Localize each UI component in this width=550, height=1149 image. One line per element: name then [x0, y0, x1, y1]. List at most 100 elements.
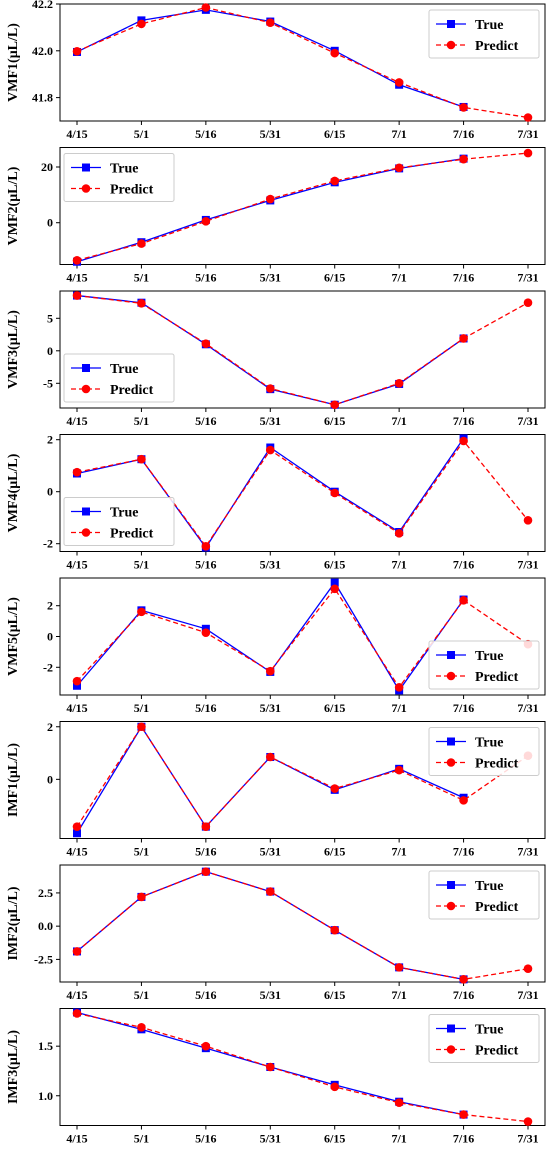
y-tick-label: 0 — [47, 485, 53, 499]
x-tick-label: 7/31 — [517, 701, 538, 715]
predict-point — [523, 113, 533, 122]
predict-point — [201, 822, 211, 831]
legend-true-label: True — [475, 1023, 504, 1038]
plot-frame — [59, 1008, 546, 1126]
legend-box — [428, 870, 540, 920]
x-tick-label: 7/16 — [453, 558, 474, 572]
predict-series-line — [76, 6, 529, 119]
y-tick-label: 5 — [47, 311, 53, 325]
legend-box — [428, 9, 540, 59]
predict-point — [201, 217, 211, 226]
legend: True Predict — [428, 870, 540, 920]
x-tick-label: 7/1 — [391, 127, 406, 141]
x-tick-label: 4/15 — [66, 1132, 87, 1146]
legend-true-marker — [447, 881, 455, 889]
legend-true-label: True — [110, 506, 139, 521]
subplot-7: 4/15 5/1 5/16 5/31 6/15 7/1 7/16 7/31 -2.5 0.0 2.5… — [6, 864, 546, 1002]
x-tick-label: 7/1 — [391, 271, 406, 285]
predict-series-line — [76, 152, 529, 261]
subplot-3: 4/15 5/1 5/16 5/31 6/15 7/1 7/16 7/31 -5 0 5 VMF3(μ… — [6, 290, 546, 428]
subplot-2: 4/15 5/1 5/16 5/31 6/15 7/1 7/16 7/31 0 20 VMF2(μL… — [6, 147, 546, 285]
predict-point — [72, 46, 82, 56]
legend-predict-marker — [446, 671, 456, 681]
legend-box — [63, 153, 175, 202]
legend-true-marker — [447, 651, 455, 659]
x-tick-label: 5/16 — [195, 701, 216, 715]
predict-series-line — [76, 439, 529, 548]
x-tick-label: 6/15 — [324, 271, 345, 285]
predict-point — [394, 963, 404, 972]
legend: True Predict — [428, 640, 540, 690]
predict-point — [265, 445, 275, 455]
predict-point — [137, 454, 146, 464]
x-tick-label: 5/16 — [195, 988, 216, 1002]
predict-point — [523, 964, 533, 974]
x-tick-label: 5/1 — [134, 988, 149, 1002]
legend-predict-marker — [81, 184, 91, 193]
y-tick-label: 0 — [47, 216, 53, 230]
predict-point — [265, 887, 275, 896]
predict-point — [137, 607, 146, 617]
legend-true-marker — [82, 364, 90, 372]
x-tick-label: 5/31 — [260, 845, 281, 859]
y-tick-label: 0 — [47, 772, 53, 786]
y-tick-label: -2 — [43, 660, 53, 674]
subplot-8: 4/15 5/1 5/16 5/31 6/15 7/1 7/16 7/31 1.0 1.5 IMF3… — [6, 1008, 546, 1146]
predict-point — [459, 596, 468, 605]
predict-point — [72, 676, 82, 686]
legend-predict-label: Predict — [475, 900, 519, 915]
legend-predict-label: Predict — [475, 670, 519, 685]
y-tick-label: 0 — [47, 344, 53, 358]
subplot-4: 4/15 5/1 5/16 5/31 6/15 7/1 7/16 7/31 -2 0 2 VMF4(μ… — [6, 433, 546, 572]
y-axis-label: IMF3(μL/L) — [6, 1030, 21, 1104]
x-tick-label: 7/31 — [517, 1132, 538, 1146]
predict-point — [137, 892, 146, 902]
legend: True Predict — [428, 1014, 540, 1063]
true-point — [73, 681, 81, 690]
subplot-6: 4/15 5/1 5/16 5/31 6/15 7/1 7/16 7/31 0 2 IMF1(μL/… — [6, 720, 546, 859]
legend-predict-marker — [446, 40, 456, 50]
legend-predict-marker — [446, 901, 456, 911]
predict-point — [394, 163, 404, 173]
predict-point — [72, 822, 82, 831]
predict-point — [523, 1117, 533, 1126]
predict-point — [523, 298, 533, 308]
x-tick-label: 5/16 — [195, 558, 216, 572]
predict-point — [137, 1023, 146, 1032]
legend-true-marker — [447, 20, 455, 28]
legend: True Predict — [428, 9, 540, 59]
x-tick-label: 7/31 — [517, 271, 538, 285]
predict-point — [137, 19, 146, 29]
x-tick-label: 5/1 — [134, 271, 149, 285]
x-tick-label: 7/1 — [391, 558, 406, 572]
x-tick-label: 7/1 — [391, 845, 406, 859]
y-axis-label: VMF4(μL/L) — [6, 453, 21, 532]
predict-point — [394, 1098, 404, 1107]
legend-predict-marker — [81, 384, 91, 394]
y-tick-label: 2 — [47, 433, 53, 447]
predict-series-line — [76, 1012, 529, 1123]
predict-point — [330, 488, 340, 498]
legend-predict-label: Predict — [110, 383, 154, 398]
plot-frame — [59, 3, 546, 122]
y-tick-label: 1.5 — [38, 1039, 53, 1053]
x-tick-label: 5/31 — [260, 1132, 281, 1146]
x-tick-label: 6/15 — [324, 414, 345, 428]
y-tick-label: 20 — [41, 160, 53, 174]
predict-series-line — [76, 725, 529, 828]
x-tick-label: 5/1 — [134, 127, 149, 141]
predict-point — [137, 299, 146, 308]
predict-point — [265, 18, 275, 28]
x-tick-label: 7/1 — [391, 414, 406, 428]
x-tick-label: 6/15 — [324, 988, 345, 1002]
predict-point — [72, 947, 82, 956]
predict-point — [330, 584, 340, 594]
predict-point — [201, 628, 211, 637]
x-tick-label: 7/16 — [453, 988, 474, 1002]
predict-point — [459, 154, 468, 164]
x-tick-label: 7/31 — [517, 988, 538, 1002]
x-tick-label: 5/16 — [195, 414, 216, 428]
x-tick-label: 5/16 — [195, 1132, 216, 1146]
legend: True Predict — [428, 727, 540, 776]
